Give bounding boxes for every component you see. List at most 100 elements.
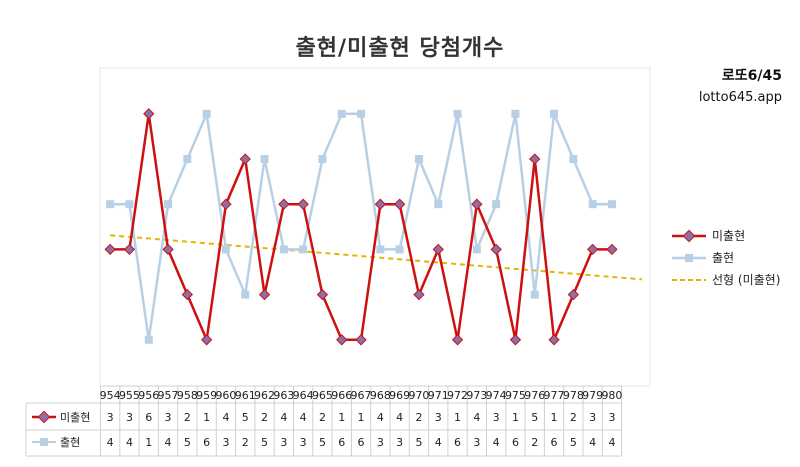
- table-cell: 3: [300, 436, 307, 449]
- data-point: [260, 155, 269, 163]
- data-point: [472, 245, 481, 254]
- legend-label: 선형 (미출현): [712, 273, 780, 287]
- trendline: [110, 234, 643, 281]
- table-cell: 2: [531, 436, 538, 449]
- data-point: [355, 334, 367, 346]
- table-cell: 1: [512, 411, 519, 424]
- table-cell: 5: [184, 436, 191, 449]
- data-point: [395, 245, 404, 254]
- table-cell: 3: [589, 411, 596, 424]
- tick-label: 963: [273, 389, 294, 402]
- table-cell: 4: [589, 436, 596, 449]
- tick-label: 971: [428, 389, 449, 402]
- table-series-label: 미출현: [60, 411, 90, 424]
- data-point: [511, 109, 520, 118]
- series-line-miss: [110, 113, 612, 345]
- table-cell: 5: [570, 436, 577, 449]
- legend-label: 미출현: [712, 229, 745, 243]
- table-series-label: 출현: [60, 436, 80, 449]
- table-cell: 3: [608, 411, 615, 424]
- data-point: [202, 109, 211, 118]
- tick-label: 958: [177, 389, 198, 402]
- data-point: [586, 243, 599, 256]
- table-cell: 4: [280, 411, 287, 424]
- data-point: [434, 200, 443, 209]
- chart-title: 출현/미출현 당첨개수: [295, 36, 505, 61]
- data-point: [606, 243, 618, 256]
- tick-label: 956: [138, 389, 159, 402]
- table-cell: 6: [145, 411, 152, 424]
- table-cell: 6: [454, 436, 461, 449]
- table-cell: 4: [126, 436, 133, 449]
- brand: 로또6/45 lotto645.app: [699, 66, 782, 108]
- tick-label: 976: [524, 389, 545, 402]
- tick-label: 974: [486, 389, 507, 402]
- table-cell: 5: [261, 436, 268, 449]
- data-point: [278, 198, 290, 210]
- trendline-line: [110, 234, 643, 281]
- table-cell: 5: [319, 436, 326, 449]
- table-cell: 4: [493, 436, 500, 449]
- data-point: [490, 243, 502, 256]
- table-cell: 2: [415, 411, 422, 424]
- data-point: [220, 198, 232, 210]
- table-key-marker: [37, 410, 51, 424]
- tick-label: 980: [601, 389, 622, 402]
- table-cell: 3: [396, 436, 403, 449]
- table-cell: 2: [570, 411, 577, 424]
- table-cell: 2: [242, 436, 249, 449]
- table-values: 9549559569579589599609619629639649659669…: [32, 389, 622, 449]
- table-cell: 1: [551, 411, 558, 424]
- tick-label: 979: [582, 389, 603, 402]
- legend-label: 출현: [712, 251, 734, 265]
- data-point: [299, 245, 308, 254]
- table-cell: 1: [338, 411, 345, 424]
- table-cell: 2: [184, 411, 191, 424]
- data-point: [414, 155, 423, 163]
- table-cell: 6: [358, 436, 365, 449]
- table-cell: 4: [165, 436, 172, 449]
- data-point: [241, 290, 250, 299]
- data-point: [550, 109, 559, 118]
- table-cell: 4: [473, 411, 480, 424]
- table-cell: 1: [203, 411, 210, 424]
- table-cell: 3: [377, 436, 384, 449]
- table-cell: 6: [338, 436, 345, 449]
- data-point: [374, 198, 387, 210]
- data-point: [162, 243, 174, 256]
- table-cell: 3: [435, 411, 442, 424]
- table-cell: 4: [608, 436, 615, 449]
- tick-label: 973: [466, 389, 487, 402]
- data-point: [567, 288, 580, 301]
- series-layer: [104, 108, 618, 346]
- tick-label: 975: [505, 389, 526, 402]
- data-point: [357, 109, 366, 118]
- data-point: [451, 334, 464, 346]
- table-cell: 5: [242, 411, 249, 424]
- table-cell: 3: [280, 436, 287, 449]
- data-point: [123, 243, 136, 256]
- data-point: [200, 334, 213, 346]
- data-point: [181, 288, 194, 301]
- table-cell: 4: [377, 411, 384, 424]
- tick-label: 970: [408, 389, 429, 402]
- table-cell: 3: [165, 411, 172, 424]
- legend-marker-appear: [685, 254, 693, 262]
- data-point: [316, 288, 329, 301]
- tick-label: 955: [119, 389, 140, 402]
- table-cell: 3: [107, 411, 114, 424]
- table-cell: 3: [126, 411, 133, 424]
- data-point: [336, 334, 348, 346]
- table-cell: 1: [358, 411, 365, 424]
- tick-label: 960: [215, 389, 236, 402]
- data-point: [297, 198, 309, 210]
- table-cell: 5: [415, 436, 422, 449]
- table-cell: 6: [203, 436, 210, 449]
- plot-area: [99, 67, 651, 387]
- table-cell: 6: [512, 436, 519, 449]
- data-point: [607, 200, 616, 209]
- brand-name: 로또6/45: [721, 68, 782, 84]
- data-point: [453, 109, 462, 118]
- data-point: [376, 245, 385, 254]
